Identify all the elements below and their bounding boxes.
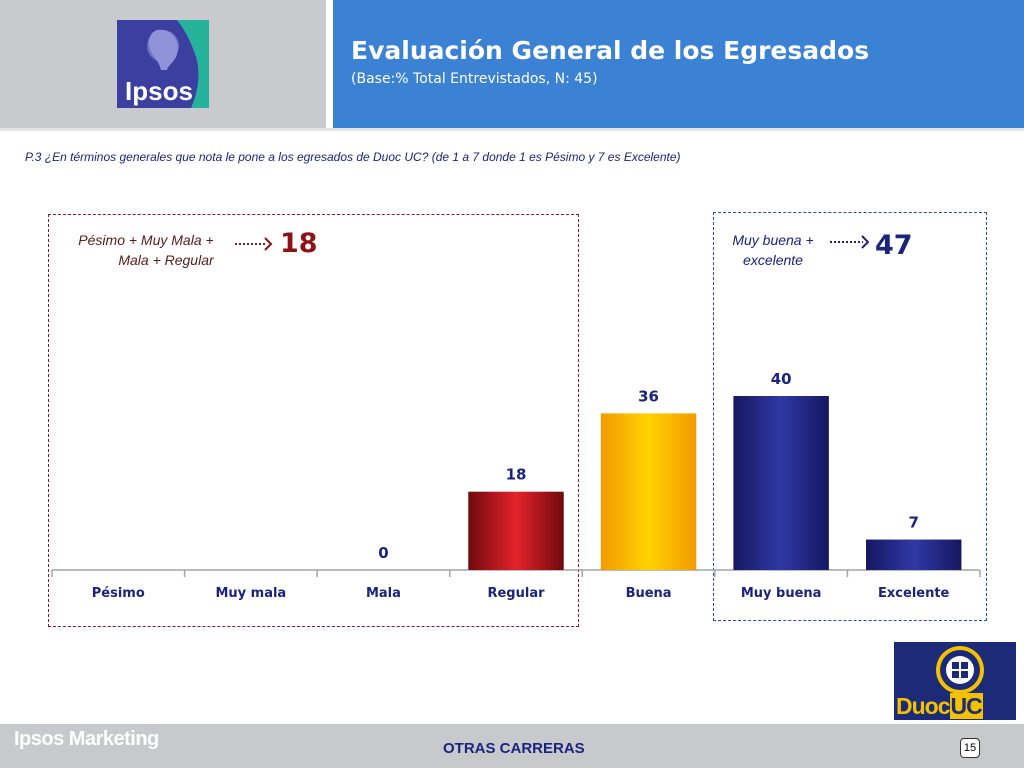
footer-section-label: OTRAS CARRERAS	[443, 740, 585, 757]
negative-group-label: Pésimo + Muy Mala + Mala + Regular	[60, 230, 232, 270]
positive-group-value: 47	[875, 230, 913, 261]
x-tick-label: Pésimo	[92, 586, 145, 601]
x-tick-label: Excelente	[878, 586, 950, 601]
page-subtitle: (Base:% Total Entrevistados, N: 45)	[351, 71, 598, 87]
bar-4	[468, 491, 564, 570]
x-tick-label: Muy buena	[741, 586, 822, 601]
page-title: Evaluación General de los Egresados	[351, 36, 870, 65]
negative-group-value: 18	[280, 228, 318, 259]
bar-value-label: 0	[378, 544, 388, 562]
bar-value-label: 7	[908, 514, 918, 532]
positive-group-label-line2: excelente	[743, 252, 803, 268]
positive-group-box	[713, 212, 987, 621]
x-tick-label: Regular	[487, 586, 545, 601]
survey-question: P.3 ¿En términos generales que nota le p…	[25, 150, 681, 164]
header-underline	[0, 128, 1024, 131]
bar-value-label: 40	[771, 370, 792, 388]
page-number: 15	[960, 738, 980, 758]
duoc-logo-text: DuocUC	[896, 693, 983, 720]
header-title-panel	[333, 0, 1024, 128]
bar-6	[733, 396, 829, 570]
negative-arrow-head	[264, 237, 273, 251]
x-tick-label: Mala	[366, 586, 401, 601]
header-divider	[326, 0, 333, 128]
positive-group-label-line1: Muy buena +	[732, 232, 814, 248]
positive-arrow-head	[861, 235, 870, 249]
x-tick-label: Muy mala	[215, 586, 286, 601]
bar-value-label: 36	[638, 387, 659, 405]
duoc-seal-icon	[936, 646, 984, 694]
ipsos-logo-text: Ipsos	[125, 76, 193, 106]
footer-bar	[0, 724, 1024, 768]
negative-group-label-line1: Pésimo + Muy Mala +	[78, 232, 214, 248]
positive-group-label: Muy buena + excelente	[718, 230, 828, 270]
negative-group-label-line2: Mala + Regular	[118, 252, 214, 268]
footer-brand: Ipsos Marketing	[14, 728, 159, 750]
negative-group-box	[48, 214, 579, 627]
bar-5	[600, 413, 697, 570]
duoc-logo-text-uc: UC	[949, 693, 983, 719]
ipsos-logo: Ipsos	[117, 20, 209, 108]
x-tick-label: Buena	[626, 586, 672, 601]
bar-7	[865, 539, 962, 570]
duoc-logo-text-duoc: Duoc	[896, 693, 950, 719]
bar-value-label: 18	[506, 466, 527, 484]
